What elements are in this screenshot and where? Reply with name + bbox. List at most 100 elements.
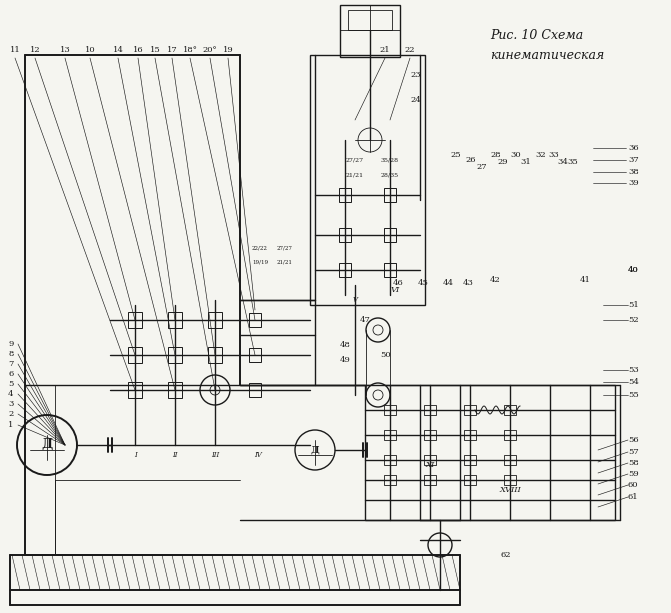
Text: 34: 34 [557, 158, 568, 166]
Text: 2: 2 [8, 410, 13, 418]
Text: 58: 58 [628, 459, 639, 467]
Bar [208, 312, 222, 320]
Text: 59: 59 [628, 470, 639, 478]
Bar [384, 235, 396, 242]
Bar [168, 382, 182, 390]
Text: 27/27: 27/27 [346, 158, 364, 162]
Text: 53: 53 [628, 366, 639, 374]
Text: 54: 54 [628, 378, 639, 386]
Bar [464, 410, 476, 415]
Bar [128, 320, 142, 328]
Text: 14: 14 [113, 46, 123, 54]
Bar [340, 5, 400, 57]
Text: 5: 5 [8, 380, 13, 388]
Bar [168, 320, 182, 328]
Text: 22/22: 22/22 [252, 245, 268, 251]
Bar [168, 390, 182, 398]
Bar [208, 355, 222, 363]
Bar [464, 455, 476, 460]
Bar [384, 475, 396, 480]
Bar [208, 347, 222, 355]
Bar [208, 320, 222, 328]
Text: 32: 32 [535, 151, 546, 159]
Text: VI: VI [391, 286, 400, 294]
Bar [504, 435, 516, 440]
Text: 27: 27 [476, 163, 486, 171]
Text: 21/21: 21/21 [277, 259, 293, 264]
Text: 7: 7 [8, 360, 13, 368]
Text: 11: 11 [9, 46, 20, 54]
Bar [384, 263, 396, 270]
Text: 25: 25 [450, 151, 460, 159]
Bar [464, 405, 476, 410]
Text: 38: 38 [628, 168, 639, 176]
Text: 4: 4 [8, 390, 13, 398]
Circle shape [358, 128, 382, 152]
Text: 56: 56 [628, 436, 639, 444]
Text: 21/21: 21/21 [346, 172, 364, 178]
Text: 27/27: 27/27 [277, 245, 293, 251]
Bar [249, 355, 261, 362]
Text: 17: 17 [166, 46, 177, 54]
Bar [424, 460, 436, 465]
Bar [128, 382, 142, 390]
Text: 44: 44 [443, 279, 454, 287]
Text: II: II [172, 451, 178, 459]
Text: 16: 16 [133, 46, 144, 54]
Text: XVIII: XVIII [499, 486, 521, 494]
Bar [424, 430, 436, 435]
Bar [128, 355, 142, 363]
Bar [384, 480, 396, 485]
Text: 30: 30 [510, 151, 521, 159]
Text: 10: 10 [85, 46, 95, 54]
Text: 3: 3 [8, 400, 13, 408]
Text: 41: 41 [580, 276, 591, 284]
Bar [424, 405, 436, 410]
Text: Д: Д [311, 446, 319, 454]
Text: 19/19: 19/19 [252, 259, 268, 264]
Bar [384, 410, 396, 415]
Circle shape [17, 415, 77, 475]
Text: 24: 24 [410, 96, 421, 104]
Text: XI: XI [425, 461, 435, 469]
Bar [384, 435, 396, 440]
Bar [339, 235, 351, 242]
Bar [249, 348, 261, 355]
Text: 13: 13 [60, 46, 70, 54]
Circle shape [295, 430, 335, 470]
Bar [384, 195, 396, 202]
Text: 28/35: 28/35 [381, 172, 399, 178]
Bar [464, 460, 476, 465]
Text: 1: 1 [8, 421, 13, 429]
Text: 50: 50 [380, 351, 391, 359]
Text: 15: 15 [150, 46, 160, 54]
Bar [424, 410, 436, 415]
Text: 37: 37 [628, 156, 639, 164]
Bar [249, 390, 261, 397]
Text: 6: 6 [8, 370, 13, 378]
Text: 48: 48 [340, 341, 351, 349]
Text: 61: 61 [628, 493, 639, 501]
Bar [504, 455, 516, 460]
Text: IV: IV [254, 451, 262, 459]
Bar [384, 188, 396, 195]
Text: 62: 62 [500, 551, 511, 559]
Bar [504, 430, 516, 435]
Text: 23: 23 [410, 71, 421, 79]
Bar [348, 10, 392, 30]
Bar [384, 228, 396, 235]
Text: 19: 19 [223, 46, 234, 54]
Bar [384, 430, 396, 435]
Text: 35: 35 [567, 158, 578, 166]
Text: 57: 57 [628, 448, 639, 456]
Text: 46: 46 [393, 279, 404, 287]
Text: кинематическая: кинематическая [490, 48, 605, 61]
Text: 42: 42 [490, 276, 501, 284]
Text: 31: 31 [520, 158, 531, 166]
Bar [384, 455, 396, 460]
Text: 12: 12 [30, 46, 40, 54]
Bar [168, 312, 182, 320]
Text: 18°: 18° [183, 46, 197, 54]
Text: V: V [352, 296, 358, 304]
Circle shape [366, 383, 390, 407]
